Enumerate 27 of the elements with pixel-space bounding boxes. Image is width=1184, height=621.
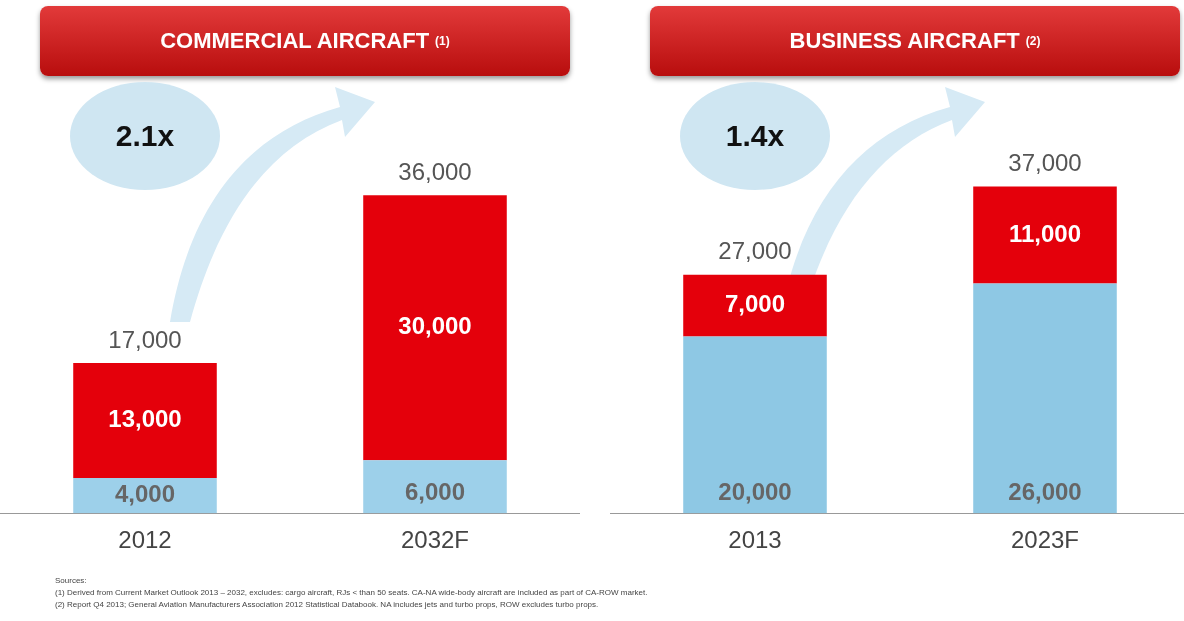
data-label: 20,000: [718, 477, 792, 505]
source-note: Sources:: [55, 575, 88, 587]
chart-title: COMMERCIAL AIRCRAFT $^{(1)}$: [40, 6, 570, 76]
data-label: 26,000: [1008, 477, 1082, 505]
total-label: 27,000: [718, 237, 792, 265]
bar: [683, 336, 827, 514]
bar: [363, 460, 507, 514]
text: (2) Report Q4 2013; General Aviation Manufacturers Association 2012 Statistical Databook. NA includes jets and turbo props, ROW excludes turbo props.: [55, 599, 600, 611]
bar: [363, 195, 507, 461]
total-label: 17,000: [108, 325, 182, 353]
total-label: 36,000: [398, 157, 472, 185]
bar: [683, 274, 827, 337]
x-tick-label: 2013: [728, 526, 782, 554]
x-tick-label: 2012: [118, 526, 172, 554]
data-label: 6,000: [404, 477, 466, 505]
data-label: 11,000: [1008, 219, 1082, 247]
chart-title: BUSINESS AIRCRAFT $^{(2)}$: [650, 6, 1180, 76]
data-label: 4,000: [114, 480, 176, 508]
data-label: 30,000: [398, 312, 472, 340]
bar: [73, 363, 217, 478]
data-label: 7,000: [724, 290, 786, 318]
text: (1) Derived from Current Market Outlook 2013 – 2032, excludes: cargo aircraft, RJs < than 50 seats. CA-NA wide-body aircraft are included as part of CA-ROW market.: [55, 587, 648, 599]
bar: [973, 283, 1117, 514]
x-tick-label: 2023F: [1010, 526, 1080, 554]
total-label: 37,000: [1008, 149, 1082, 177]
data-label: 13,000: [108, 405, 182, 433]
x-tick-label: 2032F: [400, 526, 470, 554]
